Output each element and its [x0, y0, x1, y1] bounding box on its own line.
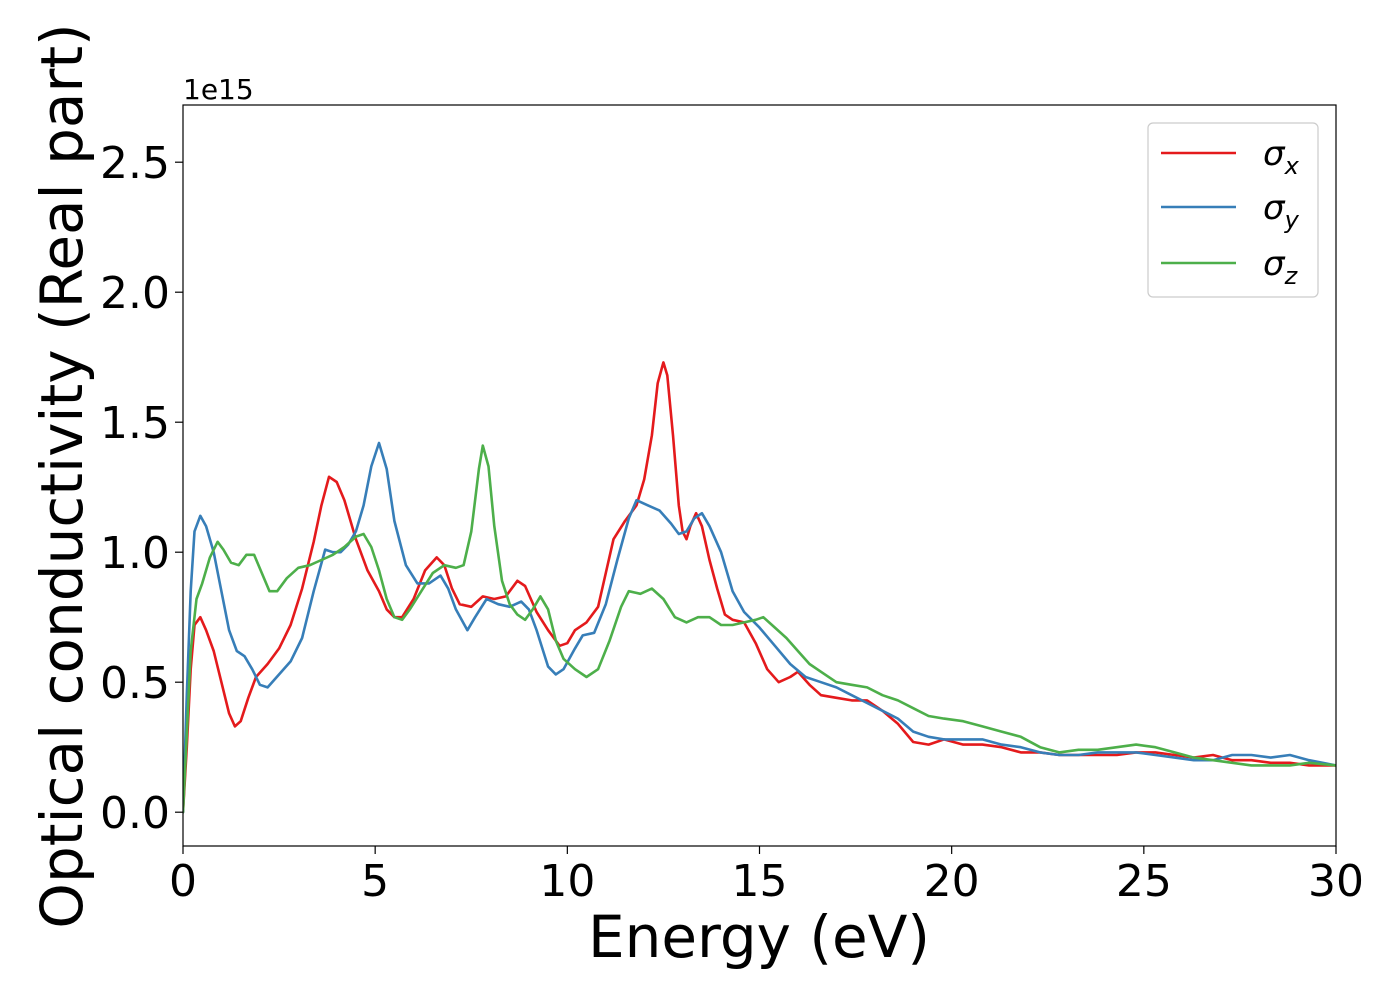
y-tick-label: 2.0: [100, 268, 170, 319]
legend-label-y: σy: [1263, 188, 1300, 234]
y-tick-label: 0.0: [100, 788, 170, 839]
legend-label-x: σx: [1263, 134, 1300, 180]
x-tick-label: 30: [1308, 856, 1364, 907]
legend-label-z: σz: [1263, 244, 1299, 290]
y-tick-label: 2.5: [100, 138, 170, 189]
legend-symbol: σ: [1263, 244, 1286, 284]
x-tick-label: 25: [1116, 856, 1172, 907]
y-axis-ticks: 0.0 0.5 1.0 1.5 2.0 2.5: [100, 138, 183, 839]
x-tick-label: 0: [169, 856, 197, 907]
plot-frame: [182, 104, 1337, 847]
x-axis-ticks: 0 5 10 15 20 25 30: [169, 846, 1364, 907]
x-tick-label: 20: [924, 856, 980, 907]
series-line-y: [183, 441, 1336, 814]
x-tick-label: 5: [361, 856, 389, 907]
legend-box: [1147, 122, 1319, 298]
legend-symbol: σ: [1263, 188, 1286, 228]
y-tick-label: 1.5: [100, 398, 170, 449]
x-axis-title: Energy (eV): [588, 903, 930, 971]
y-tick-label: 0.5: [100, 658, 170, 709]
series-line-z: [183, 444, 1336, 814]
legend-symbol: σ: [1263, 134, 1286, 174]
y-offset-text: 1e15: [183, 73, 254, 106]
legend-subscript: z: [1284, 262, 1299, 290]
y-axis-title: Optical conductivity (Real part): [28, 23, 96, 928]
x-tick-label: 15: [732, 856, 788, 907]
y-tick-label: 1.0: [100, 528, 170, 579]
plot-series: [183, 361, 1336, 814]
legend-subscript: x: [1284, 152, 1300, 180]
legend-subscript: y: [1284, 206, 1300, 234]
series-line-x: [183, 361, 1336, 814]
x-tick-label: 10: [539, 856, 595, 907]
